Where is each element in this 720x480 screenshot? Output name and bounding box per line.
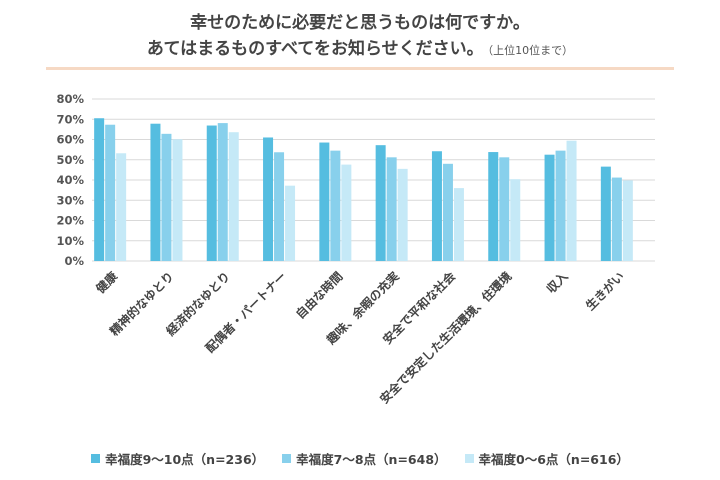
- chart-legend: 幸福度9～10点（n=236） 幸福度7～8点（n=648） 幸福度0～6点（n=6…: [0, 449, 720, 468]
- bar: [274, 152, 285, 261]
- bar: [341, 164, 352, 261]
- bar: [263, 137, 274, 261]
- x-tick-label: 自由な時間: [292, 269, 345, 322]
- y-tick-label: 70%: [56, 112, 84, 126]
- bar: [397, 168, 408, 261]
- legend-entry: 幸福度9～10点（n=236）: [91, 449, 264, 468]
- chart-title-note: （上位10位まで）: [487, 44, 574, 57]
- bar: [319, 142, 330, 261]
- x-tick-label: 生きがい: [582, 269, 627, 314]
- bar: [442, 163, 453, 261]
- legend-swatch: [282, 454, 292, 463]
- chart-title-line-2-text: あてはまるものすべてをお知らせください。: [146, 39, 484, 59]
- bar: [600, 166, 611, 261]
- bar: [206, 125, 217, 261]
- bar: [386, 157, 397, 261]
- bar: [161, 133, 172, 261]
- y-tick-label: 80%: [56, 92, 84, 106]
- bar: [116, 153, 127, 261]
- legend-swatch: [464, 454, 474, 463]
- bar: [217, 123, 228, 261]
- y-tick-label: 0%: [64, 254, 84, 268]
- bar: [431, 151, 442, 261]
- y-tick-label: 10%: [56, 234, 84, 248]
- y-tick-label: 20%: [56, 214, 84, 228]
- bar: [611, 177, 622, 261]
- bar: [566, 140, 577, 261]
- legend-label: 幸福度9～10点（n=236）: [105, 452, 265, 467]
- bar: [510, 179, 521, 261]
- bar: [150, 123, 161, 261]
- y-tick-label: 30%: [56, 193, 84, 207]
- x-tick-label: 健康: [93, 268, 121, 296]
- bar: [488, 152, 499, 261]
- bar: [555, 150, 566, 261]
- bar: [544, 154, 555, 261]
- bar: [172, 139, 183, 261]
- bar: [330, 150, 341, 261]
- bar: [94, 118, 105, 261]
- title-underline: [46, 67, 674, 70]
- bar-chart: 0%10%20%30%40%50%60%70%80%健康精神的なゆとり経済的なゆ…: [56, 92, 655, 406]
- legend-entry: 幸福度7～8点（n=648）: [282, 449, 447, 468]
- bar: [453, 188, 464, 261]
- bar: [285, 185, 296, 261]
- legend-label: 幸福度0～6点（n=616）: [478, 452, 629, 467]
- bar: [499, 157, 510, 261]
- y-tick-label: 40%: [56, 173, 84, 187]
- legend-swatch: [91, 454, 101, 463]
- y-tick-label: 50%: [56, 153, 84, 167]
- y-tick-label: 60%: [56, 133, 84, 147]
- legend-entry: 幸福度0～6点（n=616）: [464, 449, 629, 468]
- chart-title-line-2: あてはまるものすべてをお知らせください。 （上位10位まで）: [0, 34, 720, 59]
- x-tick-label: 収入: [544, 269, 571, 296]
- bar: [622, 180, 633, 261]
- bar: [228, 132, 239, 261]
- legend-label: 幸福度7～8点（n=648）: [296, 452, 447, 467]
- chart-title-line-1: 幸せのために必要だと思うものは何ですか。: [190, 13, 530, 33]
- bar: [375, 145, 386, 261]
- bar: [105, 124, 116, 261]
